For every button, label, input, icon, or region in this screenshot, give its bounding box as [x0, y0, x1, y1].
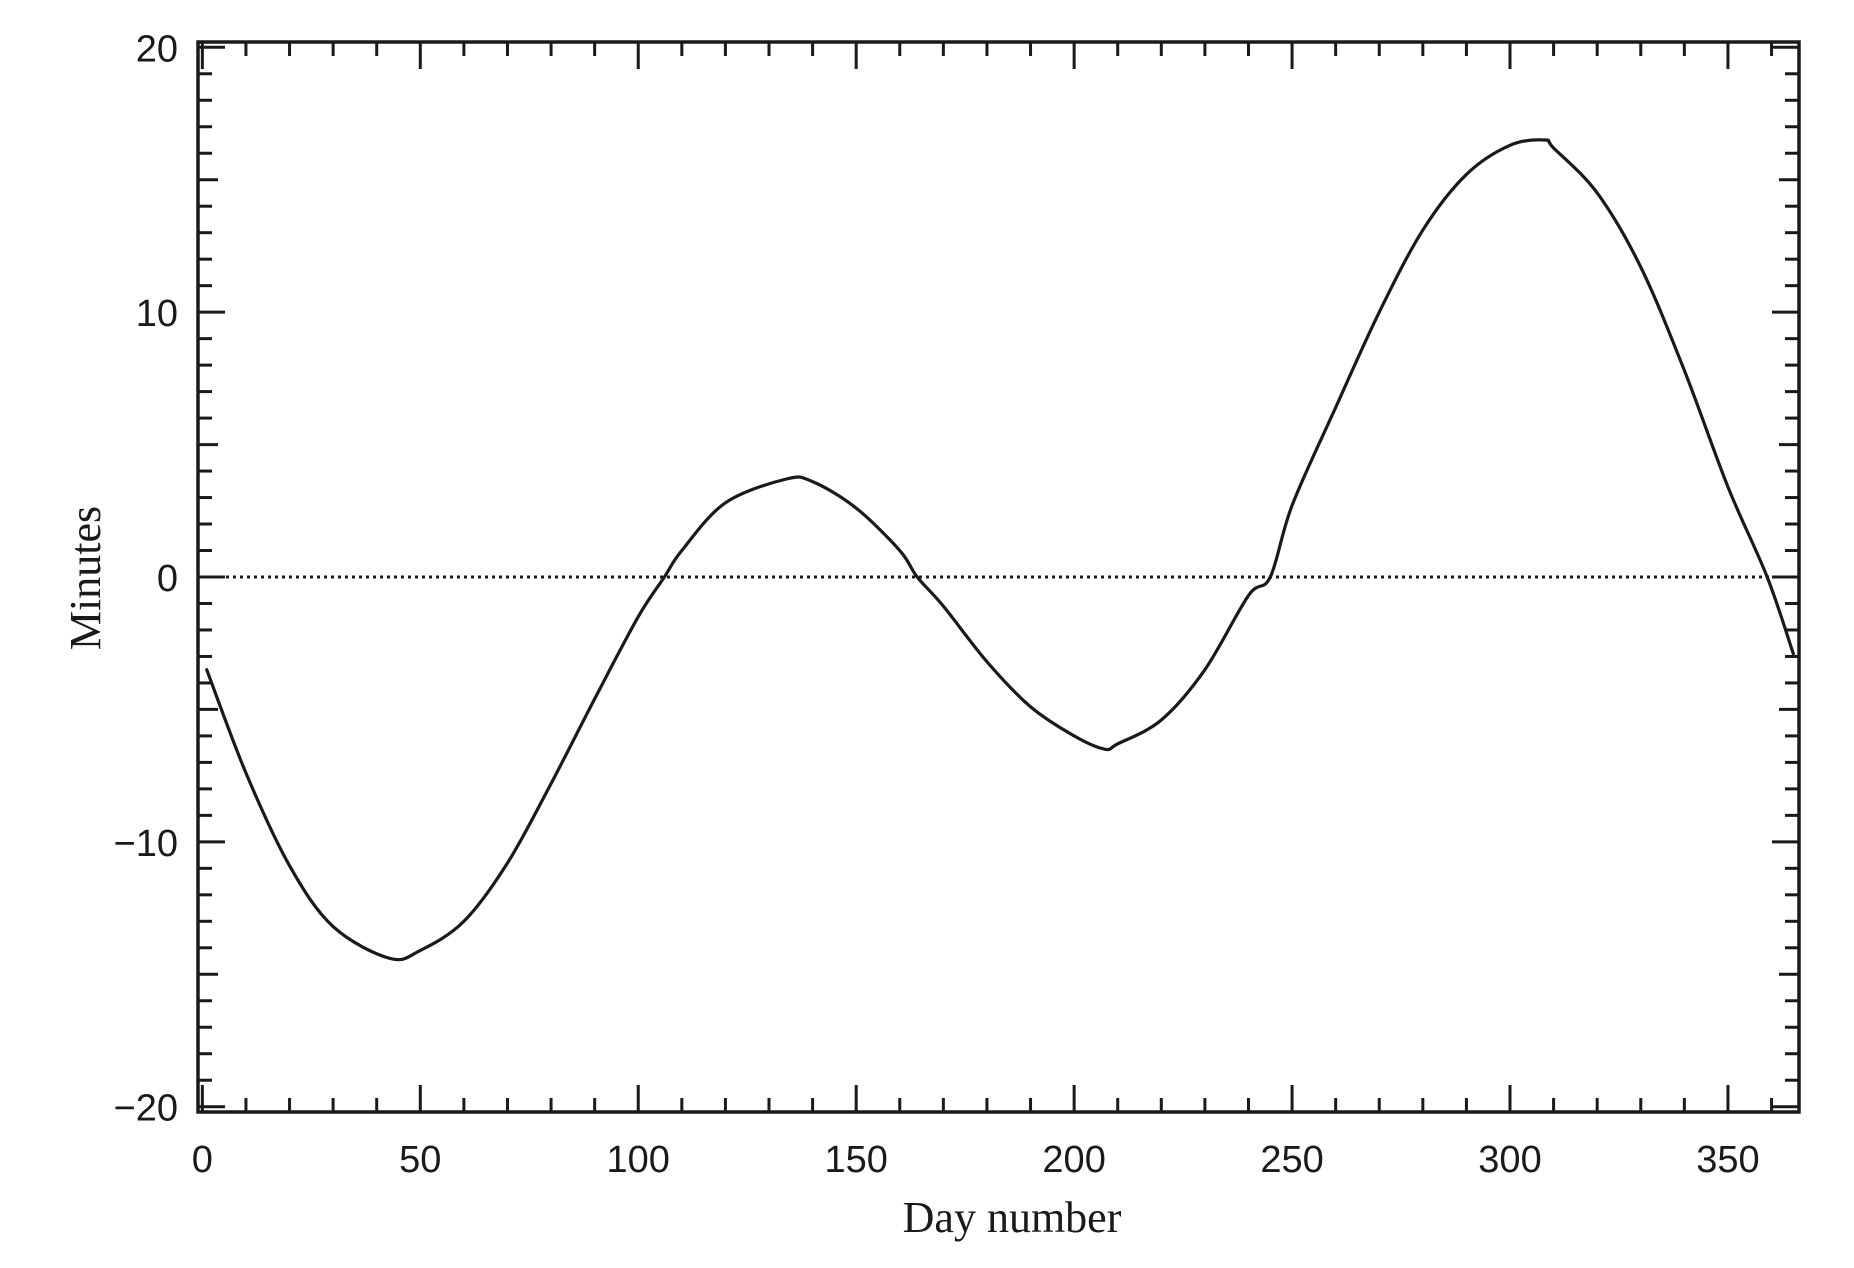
x-tick-label: 100 — [607, 1139, 670, 1181]
x-tick-label: 300 — [1478, 1139, 1541, 1181]
y-axis-title: Minutes — [61, 506, 110, 650]
y-tick-label: −20 — [114, 1088, 178, 1130]
x-tick-label: 350 — [1696, 1139, 1759, 1181]
y-tick-labels: −20 −10 0 10 20 — [114, 28, 178, 1129]
x-tick-label: 50 — [399, 1139, 441, 1181]
x-tick-labels: 0 50 100 150 200 250 300 350 — [192, 1139, 1760, 1181]
y-tick-label: 10 — [136, 293, 178, 335]
plot-frame — [196, 40, 1801, 1114]
y-tick-label: 20 — [136, 28, 178, 70]
y-tick-label: 0 — [157, 558, 178, 600]
x-tick-label: 200 — [1042, 1139, 1105, 1181]
data-series-line — [205, 138, 1795, 962]
x-tick-label: 150 — [824, 1139, 887, 1181]
x-tick-label: 250 — [1260, 1139, 1323, 1181]
x-axis-title: Day number — [903, 1193, 1122, 1242]
y-tick-label: −10 — [114, 823, 178, 865]
x-tick-label: 0 — [192, 1139, 213, 1181]
axis-ticks — [198, 42, 1799, 1112]
